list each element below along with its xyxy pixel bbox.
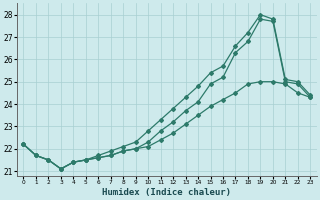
X-axis label: Humidex (Indice chaleur): Humidex (Indice chaleur): [102, 188, 231, 197]
